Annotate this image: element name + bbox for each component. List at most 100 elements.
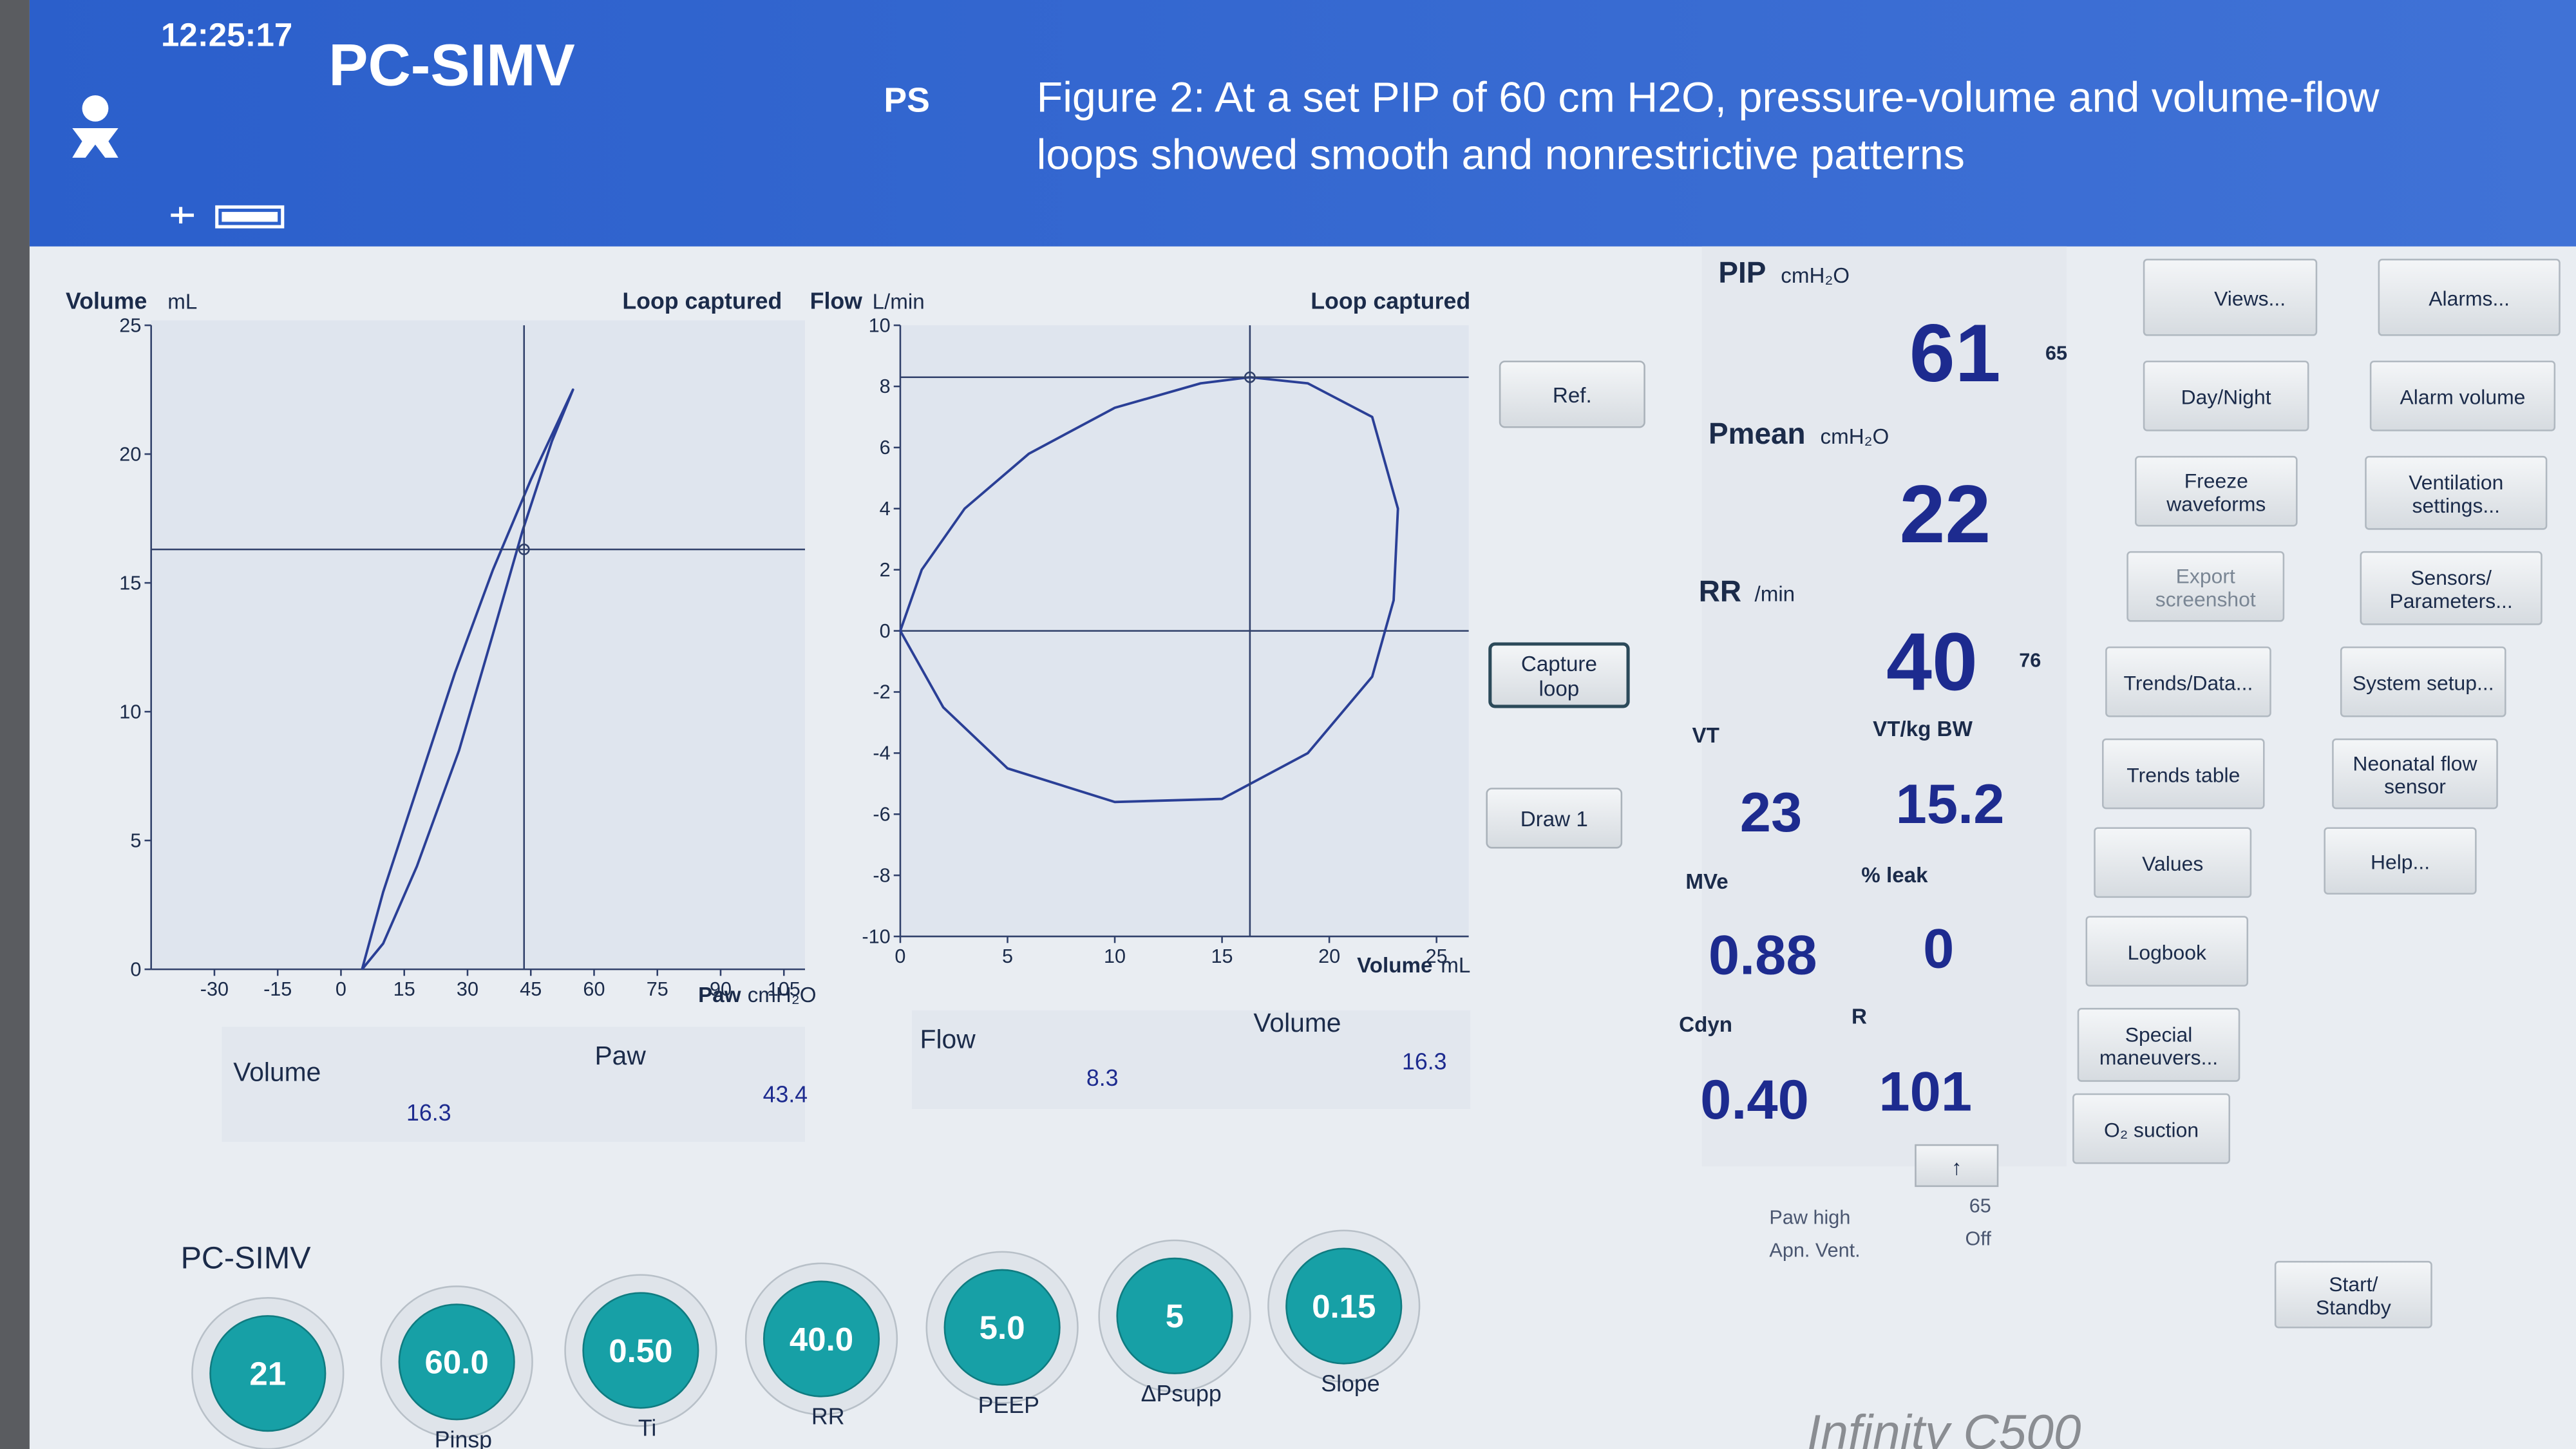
menu-button[interactable]	[2378, 258, 2561, 336]
x-tick-label: 90	[710, 978, 732, 1000]
menu-button[interactable]	[2365, 455, 2548, 530]
knob[interactable]	[762, 1280, 880, 1397]
knob-value[interactable]: 0.50	[609, 1332, 672, 1369]
knob[interactable]	[582, 1292, 699, 1409]
x-tick-label: 10	[1104, 945, 1126, 967]
menu-button[interactable]	[2072, 1093, 2231, 1164]
menu-button[interactable]	[2077, 1008, 2240, 1082]
button-label[interactable]: sensor	[2384, 775, 2446, 798]
button-label[interactable]: maneuvers...	[2099, 1046, 2218, 1069]
button-label[interactable]: Values	[2142, 852, 2203, 875]
button-label[interactable]: loop	[1539, 677, 1580, 701]
submode: PS	[884, 81, 929, 119]
menu-button[interactable]	[2094, 827, 2252, 898]
button-label[interactable]: Ref.	[1553, 384, 1592, 408]
clock: 12:25:17	[161, 16, 292, 53]
menu-button[interactable]	[2324, 827, 2477, 895]
loop-button[interactable]	[1499, 360, 1645, 428]
knob-value[interactable]: 0.15	[1312, 1288, 1376, 1325]
button-label[interactable]: Trends table	[2126, 763, 2240, 786]
button-label[interactable]: Day/Night	[2181, 386, 2271, 409]
knob-value[interactable]: 5	[1166, 1298, 1184, 1334]
menu-button[interactable]	[2135, 455, 2298, 527]
x-tick-label: -30	[200, 978, 229, 1000]
alarm-label: Paw high	[1769, 1207, 1850, 1229]
knob-label: Ti	[638, 1416, 656, 1441]
x-tick-label: 25	[1426, 945, 1448, 967]
readout-label: Volume	[233, 1057, 321, 1087]
knob[interactable]	[398, 1303, 515, 1421]
button-label[interactable]: screenshot	[2155, 587, 2256, 611]
x-tick-label: 105	[768, 978, 800, 1000]
button-label[interactable]: Parameters...	[2389, 589, 2512, 612]
button-label[interactable]: Alarms...	[2429, 287, 2510, 310]
measure-unit: cmH₂O	[1781, 264, 1850, 288]
x-tick-label: 20	[1318, 945, 1340, 967]
y-tick-label: 6	[880, 437, 891, 459]
measure-value: 0	[1923, 918, 1954, 980]
button-label[interactable]: settings...	[2412, 494, 2500, 517]
menu-button[interactable]	[2274, 1260, 2432, 1329]
cursor-point	[1244, 371, 1256, 383]
button-label[interactable]: Start/	[2329, 1273, 2378, 1296]
button-label[interactable]: Views...	[2214, 287, 2286, 310]
measure-label: VT/kg BW	[1873, 717, 1973, 741]
knob-value[interactable]: 40.0	[790, 1321, 853, 1358]
knob[interactable]	[943, 1269, 1061, 1386]
y-tick-label: -8	[873, 864, 890, 886]
measure-value: 15.2	[1896, 773, 2005, 835]
y-tick-label: 0	[880, 620, 891, 642]
measure-label: MVe	[1685, 870, 1728, 894]
button-label[interactable]: Logbook	[2128, 941, 2206, 964]
knob-value[interactable]: 60.0	[425, 1344, 489, 1381]
menu-button[interactable]	[2340, 646, 2506, 717]
button-label[interactable]: Capture	[1521, 652, 1597, 676]
button-label[interactable]: Sensors/	[2410, 566, 2492, 589]
button-label[interactable]: Export	[2176, 565, 2235, 588]
loop-curve	[899, 375, 1399, 804]
button-label[interactable]: Neonatal flow	[2353, 752, 2477, 775]
y-tick-label: -4	[873, 743, 890, 764]
values-panel	[1701, 246, 2067, 1167]
button-label[interactable]: Freeze	[2184, 469, 2248, 493]
button-label[interactable]: Help...	[2371, 850, 2430, 873]
measure-label: Pmean	[1709, 417, 1806, 450]
knob-label: RR	[811, 1404, 845, 1430]
loop-button[interactable]	[1486, 788, 1623, 849]
menu-button[interactable]	[2332, 738, 2498, 810]
menu-button[interactable]	[2105, 646, 2271, 717]
knob-value[interactable]: 5.0	[980, 1309, 1025, 1346]
y-axis-label: Volume	[66, 289, 147, 314]
button-label[interactable]: Standby	[2316, 1296, 2391, 1319]
button-label[interactable]: Trends/Data...	[2124, 671, 2253, 694]
menu-button[interactable]	[2369, 360, 2556, 431]
menu-button[interactable]	[2102, 738, 2265, 810]
button-label[interactable]: System setup...	[2353, 671, 2494, 694]
scroll-arrow[interactable]: ↑	[1951, 1156, 1962, 1180]
loop-status: Loop captured	[622, 289, 782, 314]
menu-button[interactable]	[2360, 551, 2543, 625]
button-label[interactable]: waveforms	[2166, 492, 2266, 515]
button-label[interactable]: Ventilation	[2409, 471, 2503, 494]
menu-button[interactable]	[2085, 916, 2249, 987]
pv-readout-box	[222, 1027, 805, 1142]
button-label[interactable]: O₂ suction	[2104, 1118, 2199, 1141]
knob[interactable]	[1285, 1247, 1403, 1365]
measure-unit: /min	[1754, 583, 1795, 607]
knob[interactable]	[1116, 1257, 1233, 1374]
loop-curve	[361, 388, 574, 971]
knob[interactable]	[209, 1315, 327, 1432]
knob-value[interactable]: 21	[249, 1356, 286, 1392]
knob-label: Slope	[1321, 1371, 1379, 1397]
loop-button[interactable]	[1488, 642, 1630, 708]
button-label[interactable]: Special	[2125, 1023, 2193, 1046]
button-label[interactable]: Draw 1	[1520, 808, 1588, 831]
x-tick-label: 30	[457, 978, 478, 1000]
button-label[interactable]: Alarm volume	[2400, 386, 2526, 409]
caption-line: Figure 2: At a set PIP of 60 cm H2O, pre…	[1037, 73, 2380, 121]
menu-button[interactable]	[2143, 258, 2318, 336]
menu-button[interactable]	[2143, 360, 2309, 431]
menu-button[interactable]	[2126, 551, 2285, 622]
scroll-button[interactable]	[1915, 1144, 1999, 1188]
